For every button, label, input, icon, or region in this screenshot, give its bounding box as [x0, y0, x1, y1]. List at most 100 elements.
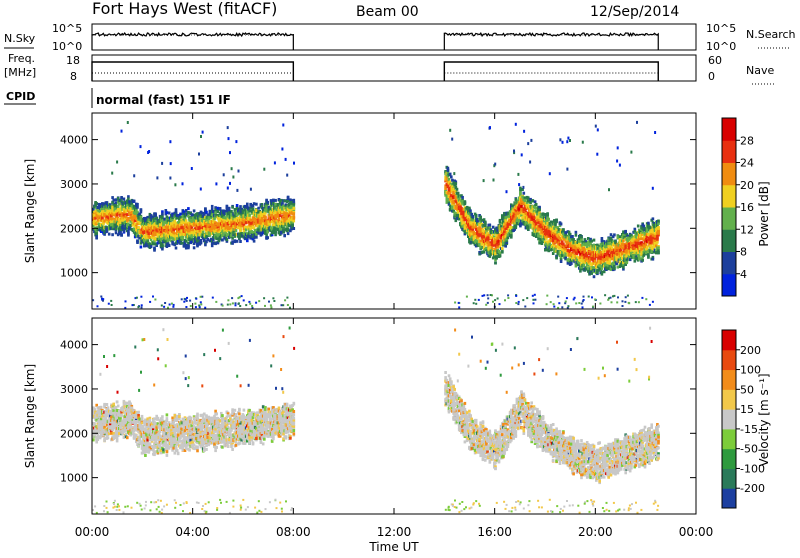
echo-cell — [583, 264, 586, 267]
frequency-trace — [92, 62, 293, 81]
echo-cell — [293, 203, 296, 206]
echo-cell — [527, 228, 530, 231]
echo-cell — [102, 222, 105, 225]
echo-cell — [535, 223, 538, 226]
echo-cell — [154, 212, 157, 215]
echo-cell — [197, 237, 200, 240]
echo-cell — [293, 227, 296, 230]
echo-cell — [293, 199, 296, 202]
echo-cell — [515, 225, 518, 228]
echo-cell — [559, 247, 562, 250]
echo-cell — [287, 229, 290, 232]
noise-tick-left-top: 10^5 — [52, 22, 82, 35]
echo-cell — [204, 243, 207, 246]
echo-cell — [499, 220, 502, 223]
echo-cell — [524, 199, 527, 202]
echo-cell — [593, 239, 596, 242]
echo-cell — [176, 237, 179, 240]
echo-cell — [283, 228, 286, 231]
echo-cell — [193, 209, 196, 212]
echo-cell — [260, 221, 263, 224]
echo-cell — [280, 232, 283, 235]
echo-cell — [212, 238, 215, 241]
freq-tick-bottom: 8 — [70, 70, 77, 83]
echo-cell — [134, 212, 137, 215]
echo-cell — [283, 234, 286, 237]
echo-cell — [449, 173, 452, 176]
echo-cell — [274, 230, 277, 233]
noise-panel — [92, 24, 696, 50]
echo-cell — [499, 251, 502, 254]
echo-cell — [175, 211, 178, 214]
echo-cell — [579, 256, 582, 259]
echo-cell — [95, 236, 98, 239]
date-label: 12/Sep/2014 — [590, 4, 679, 20]
echo-cell — [200, 239, 203, 242]
echo-cell — [245, 228, 248, 231]
echo-cell — [183, 233, 186, 236]
echo-cell — [274, 233, 277, 236]
nave-tick-bottom: 0 — [708, 70, 715, 83]
echo-cell — [214, 242, 217, 245]
echo-cell — [290, 201, 293, 204]
echo-cell — [246, 203, 249, 206]
nsky-label: N.Sky — [4, 32, 36, 45]
echo-cell — [469, 209, 472, 212]
freq-panel — [92, 55, 696, 81]
echo-cell — [484, 221, 487, 224]
echo-cell — [492, 226, 495, 229]
echo-cell — [255, 203, 258, 206]
echo-cell — [580, 236, 583, 239]
echo-cell — [238, 211, 241, 214]
echo-cell — [501, 247, 504, 250]
echo-cell — [281, 208, 284, 211]
echo-cell — [547, 249, 550, 252]
echo-cell — [478, 230, 481, 233]
echo-cell — [593, 244, 596, 247]
echo-cell — [221, 224, 224, 227]
echo-cell — [136, 239, 139, 242]
echo-cell — [590, 272, 593, 275]
echo-cell — [179, 213, 182, 216]
echo-cell — [180, 226, 183, 229]
echo-cell — [266, 236, 269, 239]
echo-cell — [468, 207, 471, 210]
echo-cell — [231, 242, 234, 245]
echo-cell — [560, 223, 563, 226]
echo-cell — [450, 175, 453, 178]
power-heatmap — [92, 121, 660, 309]
echo-cell — [235, 229, 238, 232]
echo-cell — [239, 240, 242, 243]
echo-cell — [554, 240, 557, 243]
echo-cell — [293, 217, 296, 220]
echo-cell — [212, 210, 215, 213]
freq-traces — [92, 62, 658, 81]
echo-cell — [495, 255, 498, 258]
echo-cell — [509, 210, 512, 213]
echo-cell — [193, 224, 196, 227]
echo-cell — [161, 248, 164, 251]
echo-cell — [161, 245, 164, 248]
echo-cell — [457, 192, 460, 195]
echo-cell — [127, 232, 130, 235]
echo-cell — [225, 222, 228, 225]
echo-cell — [448, 178, 451, 181]
echo-cell — [501, 250, 504, 253]
echo-cell — [575, 231, 578, 234]
echo-cell — [163, 218, 166, 221]
echo-cell — [150, 245, 153, 248]
echo-cell — [527, 199, 530, 202]
echo-cell — [451, 179, 454, 182]
echo-cell — [236, 240, 239, 243]
echo-cell — [567, 262, 570, 265]
echo-cell — [544, 249, 547, 252]
echo-cell — [546, 212, 549, 215]
echo-cell — [293, 212, 296, 215]
echo-cell — [265, 233, 268, 236]
echo-cell — [274, 203, 277, 206]
echo-cell — [212, 242, 215, 245]
echo-cell — [255, 236, 258, 239]
echo-cell — [253, 202, 256, 205]
echo-cell — [283, 199, 286, 202]
echo-cell — [503, 212, 506, 215]
